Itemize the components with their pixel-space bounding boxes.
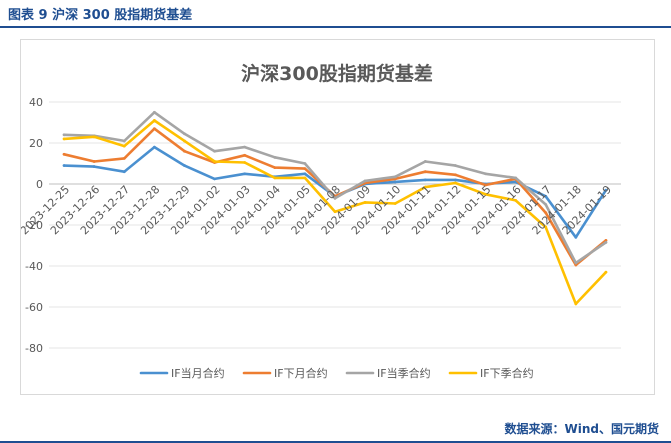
data-point xyxy=(243,172,247,176)
data-point xyxy=(574,261,578,265)
y-tick-label: -20 xyxy=(25,219,43,232)
figure-label: 图表 9 沪深 300 股指期货基差 xyxy=(8,8,193,23)
data-point xyxy=(333,210,337,214)
data-point xyxy=(363,179,367,183)
data-point xyxy=(604,270,608,274)
data-point xyxy=(544,211,548,215)
data-point xyxy=(484,172,487,176)
legend-label: IF下月合约 xyxy=(274,366,328,380)
data-point xyxy=(62,164,66,167)
data-point xyxy=(62,137,66,141)
data-point xyxy=(423,185,427,189)
chart-frame: 沪深300股指期货基差 40 20 0 -20 -40 -60 -80 2023-12-25… xyxy=(18,39,655,395)
data-point xyxy=(514,199,518,202)
data-point xyxy=(213,160,216,163)
data-point xyxy=(544,194,548,198)
data-point xyxy=(273,166,277,169)
data-point xyxy=(213,177,216,181)
data-point xyxy=(423,170,427,174)
data-point xyxy=(604,238,608,242)
data-point xyxy=(183,132,186,136)
data-point xyxy=(152,110,156,114)
data-point xyxy=(183,149,186,153)
legend-label: IF当月合约 xyxy=(171,366,225,380)
data-point xyxy=(122,144,126,148)
data-point xyxy=(243,145,247,149)
chart-title: 沪深300股指期货基差 xyxy=(241,62,433,85)
data-point xyxy=(363,201,367,204)
bottom-rule xyxy=(0,441,671,443)
y-tick-label: -40 xyxy=(25,260,43,273)
data-point xyxy=(273,155,277,159)
data-point xyxy=(213,149,216,153)
data-point xyxy=(574,235,578,239)
y-tick-label: -60 xyxy=(25,301,43,314)
data-point xyxy=(484,192,487,196)
data-point xyxy=(514,176,518,180)
data-point xyxy=(393,175,397,179)
legend-label: IF下季合约 xyxy=(480,366,534,380)
data-point xyxy=(243,153,247,157)
data-point xyxy=(544,203,548,206)
data-point xyxy=(183,164,186,167)
data-point xyxy=(243,161,247,164)
data-point xyxy=(92,135,96,139)
data-point xyxy=(333,196,337,200)
data-point xyxy=(454,164,457,167)
data-point xyxy=(152,119,156,122)
data-point xyxy=(604,241,608,244)
data-point xyxy=(122,156,126,160)
data-point xyxy=(122,170,126,174)
data-point xyxy=(303,176,307,180)
data-point xyxy=(92,160,96,163)
data-point xyxy=(92,165,96,168)
data-point xyxy=(393,180,397,184)
legend-label: IF当季合约 xyxy=(377,366,431,380)
data-point xyxy=(62,133,66,137)
data-point xyxy=(454,181,457,185)
data-point xyxy=(574,263,578,267)
title-rule xyxy=(0,26,671,28)
y-tick-label: -80 xyxy=(25,342,43,355)
data-point xyxy=(152,127,156,131)
data-point xyxy=(423,178,427,182)
y-tick-label: 20 xyxy=(29,137,43,150)
data-point xyxy=(393,202,397,205)
y-tick-label: 0 xyxy=(36,178,43,191)
data-point xyxy=(303,162,307,165)
data-point xyxy=(273,176,277,180)
data-point xyxy=(122,139,126,143)
data-point xyxy=(484,183,487,187)
data-point xyxy=(183,139,186,143)
data-point xyxy=(152,145,156,149)
data-point xyxy=(454,178,457,182)
data-point xyxy=(604,188,608,192)
data-point xyxy=(303,167,307,171)
data-point xyxy=(423,160,427,163)
data-point xyxy=(574,302,578,306)
data-point xyxy=(303,172,307,176)
data-point xyxy=(62,152,66,156)
y-tick-label: 40 xyxy=(29,96,43,109)
data-point xyxy=(544,225,548,229)
data-source-note: 数据来源：Wind、国元期货 xyxy=(504,422,659,436)
data-point xyxy=(454,173,457,177)
